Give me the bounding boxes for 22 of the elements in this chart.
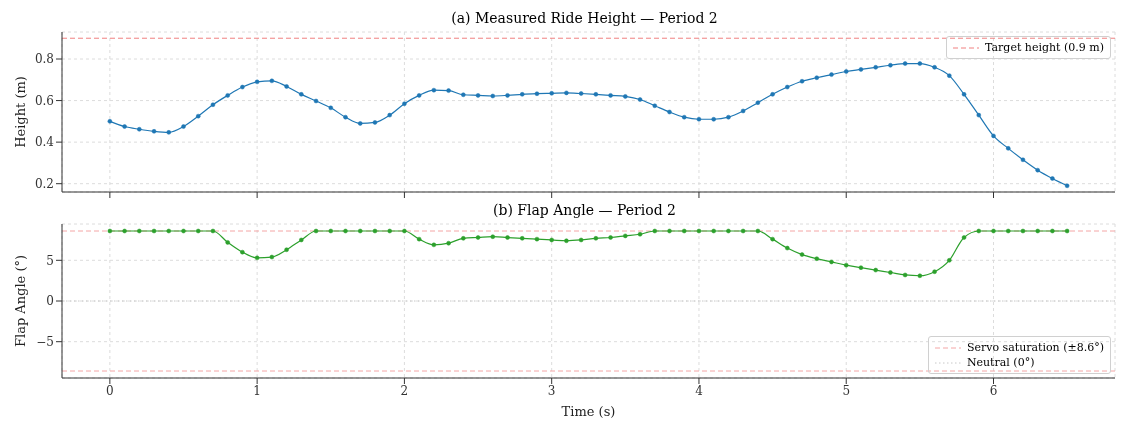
legend-label: Neutral (0°) [966,355,1035,370]
chart-title: (b) Flap Angle — Period 2 [491,201,677,220]
x-tick-label: 4 [695,383,704,398]
ref-line-label: Target height (0.9 m) [985,40,1104,55]
y-tick-label: 0.4 [34,135,55,150]
x-axis-title: Time (s) [561,404,616,419]
x-tick-label: 5 [842,383,851,398]
y-tick-label: −5 [36,334,54,349]
x-tick-label: 0 [106,383,114,398]
y-tick-label: 0 [46,294,54,309]
y-tick-label: 0.8 [34,52,54,67]
y-axis-title: Flap Angle (°) [12,254,28,348]
y-tick-label: 0.2 [34,176,54,191]
y-axis-title: Height (m) [12,76,28,148]
legend-label: Servo saturation (±8.6°) [966,340,1104,355]
x-tick-label: 2 [400,383,409,398]
x-tick-label: 3 [547,383,556,398]
x-tick-label: 6 [989,383,998,398]
x-tick-label: 1 [253,383,261,398]
y-tick-label: 5 [46,253,54,268]
chart-title: (a) Measured Ride Height — Period 2 [450,9,719,28]
y-tick-label: 0.6 [34,93,54,108]
